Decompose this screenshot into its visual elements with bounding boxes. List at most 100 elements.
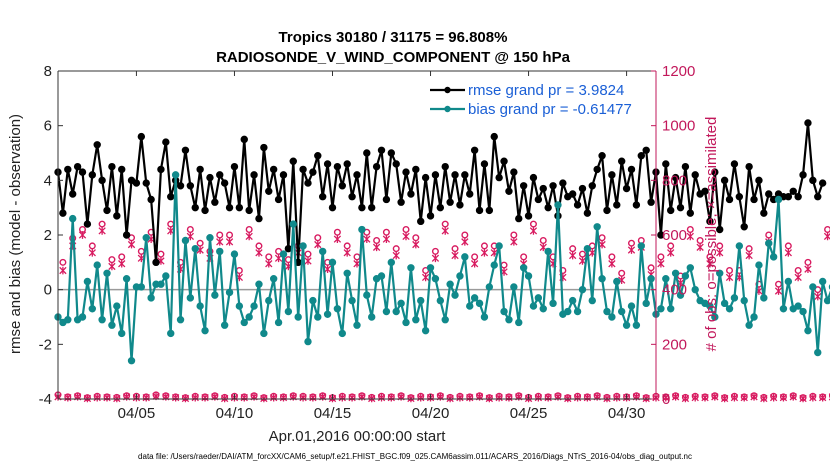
- rmse-point: [573, 201, 582, 209]
- obs-assimilated-point: [83, 394, 92, 403]
- obs-possible-point: [461, 231, 469, 239]
- rmse-point: [583, 209, 592, 217]
- bias-point: [603, 307, 611, 316]
- obs-assimilated-point: [711, 392, 719, 401]
- rmse-point: [588, 182, 596, 190]
- bias-point: [122, 275, 131, 283]
- legend: rmse grand pr = 3.9824 bias grand pr = -…: [426, 78, 652, 120]
- bias-point: [265, 296, 273, 305]
- bias-point: [260, 329, 268, 338]
- obs-possible-point: [226, 231, 234, 239]
- obs-assimilated-point: [387, 393, 395, 402]
- bias-point: [769, 253, 778, 261]
- obs-possible-point: [314, 234, 322, 242]
- rmse-point: [191, 203, 199, 212]
- bias-point: [338, 329, 346, 338]
- rmse-point: [711, 168, 719, 176]
- obs-possible-point: [59, 258, 67, 266]
- bias-point: [382, 307, 391, 316]
- bias-point: [667, 305, 675, 313]
- bias-point: [485, 283, 494, 291]
- obs-assimilated-point: [181, 394, 190, 403]
- obs-assimilated-point: [220, 394, 229, 403]
- obs-possible-point: [265, 253, 273, 261]
- bias-point: [137, 283, 146, 291]
- obs-possible-point: [118, 253, 126, 261]
- bias-point: [784, 277, 793, 286]
- obs-assimilated-point: [657, 259, 665, 268]
- rmse-point: [421, 173, 430, 182]
- rmse-point: [265, 187, 273, 195]
- y-right-tick-label: 1000: [662, 118, 695, 135]
- bias-point: [564, 307, 572, 316]
- obs-assimilated-point: [696, 243, 704, 252]
- rmse-point: [441, 162, 449, 171]
- rmse-point: [510, 168, 518, 176]
- bias-point: [88, 305, 97, 313]
- obs-possible-point: [794, 267, 802, 275]
- rmse-point: [603, 206, 611, 215]
- bias-point: [176, 316, 185, 324]
- obs-assimilated-point: [299, 393, 307, 402]
- rmse-point: [387, 149, 396, 157]
- bias-point: [304, 337, 312, 346]
- rmse-point: [69, 190, 77, 198]
- rmse-point: [225, 203, 234, 212]
- rmse-point: [789, 187, 797, 195]
- bias-point: [328, 258, 337, 267]
- bias-point: [333, 305, 342, 313]
- bias-point: [657, 305, 665, 313]
- rmse-point: [147, 195, 155, 204]
- rmse-point: [343, 160, 351, 168]
- obs-possible-point: [520, 253, 528, 261]
- rmse-point: [740, 223, 748, 231]
- rmse-point: [196, 165, 204, 174]
- bias-point: [402, 318, 410, 327]
- obs-assimilated-point: [495, 393, 503, 402]
- rmse-point: [338, 182, 346, 190]
- rmse-point: [662, 160, 670, 168]
- bias-point: [617, 307, 626, 316]
- obs-possible-point: [657, 253, 665, 261]
- obs-assimilated-point: [446, 394, 454, 403]
- rmse-point: [157, 165, 165, 174]
- rmse-point: [593, 165, 601, 174]
- obs-possible-point: [216, 231, 224, 239]
- bias-point: [343, 269, 351, 277]
- bias-point: [716, 269, 724, 277]
- rmse-point: [755, 176, 763, 185]
- obs-assimilated-point: [323, 265, 332, 274]
- rmse-point: [201, 206, 209, 215]
- rmse-point: [475, 206, 484, 215]
- obs-possible-point: [578, 250, 586, 258]
- rmse-point: [372, 162, 381, 171]
- rmse-point: [451, 171, 459, 179]
- bias-point: [446, 280, 454, 288]
- rmse-point: [363, 149, 371, 157]
- rmse-point: [505, 187, 513, 195]
- obs-assimilated-point: [333, 235, 342, 243]
- rmse-point: [309, 168, 317, 176]
- y-tick-label: -4: [39, 391, 52, 408]
- bias-point: [83, 277, 92, 286]
- obs-assimilated-point: [662, 393, 670, 402]
- obs-possible-point: [804, 258, 812, 266]
- bias-point: [93, 261, 101, 269]
- bias-point: [118, 329, 126, 338]
- bias-point: [314, 313, 322, 321]
- bias-point: [397, 299, 405, 308]
- bias-point: [480, 313, 489, 321]
- rmse-point: [220, 179, 229, 187]
- bias-point: [637, 242, 645, 250]
- obs-possible-point: [726, 267, 734, 275]
- obs-assimilated-point: [377, 393, 386, 402]
- rmse-point: [333, 162, 342, 171]
- rmse-point: [255, 214, 263, 223]
- tick-layer: -4 -2 0 2 4 6 8 0 200 400 600 800 1000 1200 04/05 04/10…: [39, 63, 696, 422]
- bias-point: [436, 296, 445, 305]
- bias-point: [490, 261, 498, 269]
- legend-box: [426, 78, 652, 120]
- rmse-point: [676, 203, 685, 212]
- obs-assimilated-point: [142, 393, 150, 402]
- rmse-point: [456, 201, 464, 209]
